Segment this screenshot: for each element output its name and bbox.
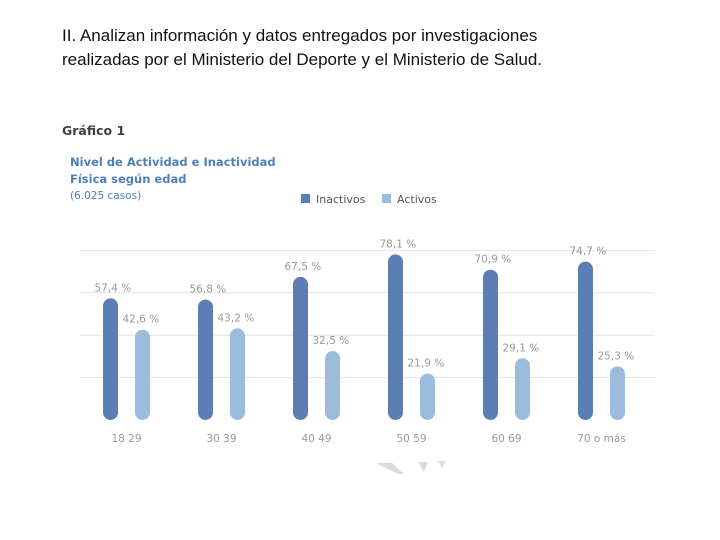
gridlines: [80, 249, 655, 379]
bar-activos-0: [135, 329, 150, 420]
category-label-3: 50 59: [396, 433, 426, 445]
heading-line-1: II. Analizan información y datos entrega…: [62, 26, 538, 45]
bar-inactivos-0: [103, 298, 118, 420]
category-label-2: 40 49: [301, 433, 331, 445]
category-label-1: 30 39: [206, 433, 236, 445]
value-label-activos-2: 32,5 %: [313, 335, 350, 347]
bar-activos-5: [610, 366, 625, 420]
category-label-0: 18 29: [111, 433, 141, 445]
value-label-activos-4: 29,1 %: [503, 342, 540, 354]
legend: Inactivos Activos: [301, 193, 437, 206]
category-labels: 18 29 30 39 40 49 50 59 60 69 70 o más: [111, 433, 625, 445]
bar-inactivos-2: [293, 276, 308, 420]
value-label-inactivos-1: 56,8 %: [190, 284, 227, 296]
value-label-inactivos-0: 57,4 %: [95, 282, 132, 294]
bar-inactivos-1: [198, 299, 213, 420]
category-label-4: 60 69: [491, 433, 521, 445]
bar-activos-3: [420, 373, 435, 420]
value-label-activos-3: 21,9 %: [408, 358, 445, 370]
bar-inactivos-3: [388, 254, 403, 420]
heading-line-2: realizadas por el Ministerio del Deporte…: [62, 50, 543, 69]
value-label-inactivos-4: 70,9 %: [475, 254, 512, 266]
bar-inactivos-4: [483, 269, 498, 420]
category-label-5: 70 o más: [577, 433, 626, 445]
legend-swatch-activos: [382, 194, 391, 203]
bars: [103, 254, 625, 420]
bar-activos-1: [230, 328, 245, 420]
value-label-inactivos-2: 67,5 %: [285, 261, 322, 273]
value-label-activos-1: 43,2 %: [218, 312, 255, 324]
chart-title-line-1: Nivel de Actividad e Inactividad: [70, 155, 276, 169]
chart-title-line-2: Física según edad: [70, 172, 186, 186]
legend-label-inactivos: Inactivos: [316, 193, 366, 206]
value-label-activos-5: 25,3 %: [598, 350, 635, 362]
watermark-fragment: [376, 461, 446, 474]
value-label-activos-0: 42,6 %: [123, 314, 160, 326]
legend-label-activos: Activos: [397, 193, 437, 206]
bar-activos-4: [515, 358, 530, 420]
value-labels: 57,4 % 42,6 % 56,8 % 43,2 % 67,5 % 32,5 % 78,1…: [95, 238, 635, 369]
bar-activos-2: [325, 351, 340, 420]
graphic-label: Gráfico 1: [62, 123, 125, 138]
legend-swatch-inactivos: [301, 194, 310, 203]
value-label-inactivos-3: 78,1 %: [380, 238, 417, 250]
value-label-inactivos-5: 74,7 %: [570, 246, 607, 258]
chart-subtitle: (6.025 casos): [70, 190, 141, 202]
page-heading: II. Analizan información y datos entrega…: [62, 24, 702, 72]
bar-inactivos-5: [578, 261, 593, 420]
